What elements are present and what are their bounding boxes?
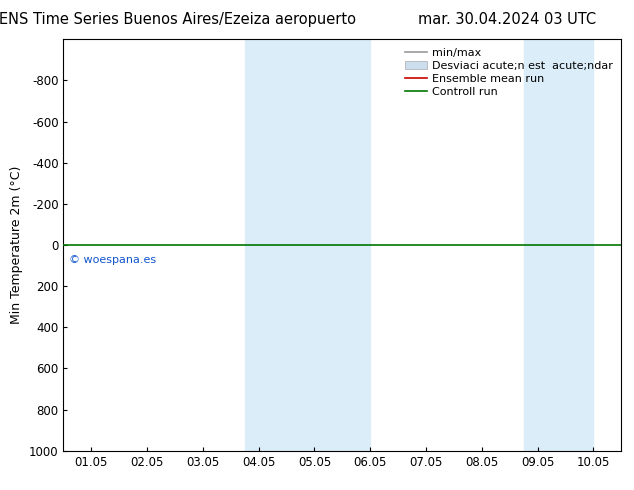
- Text: ENS Time Series Buenos Aires/Ezeiza aeropuerto: ENS Time Series Buenos Aires/Ezeiza aero…: [0, 12, 356, 27]
- Legend: min/max, Desviaci acute;n est  acute;ndar, Ensemble mean run, Controll run: min/max, Desviaci acute;n est acute;ndar…: [401, 45, 616, 100]
- Y-axis label: Min Temperature 2m (°C): Min Temperature 2m (°C): [10, 166, 23, 324]
- Bar: [245, 39, 370, 451]
- Text: mar. 30.04.2024 03 UTC: mar. 30.04.2024 03 UTC: [418, 12, 596, 27]
- Text: © woespana.es: © woespana.es: [69, 255, 156, 265]
- Bar: [524, 39, 593, 451]
